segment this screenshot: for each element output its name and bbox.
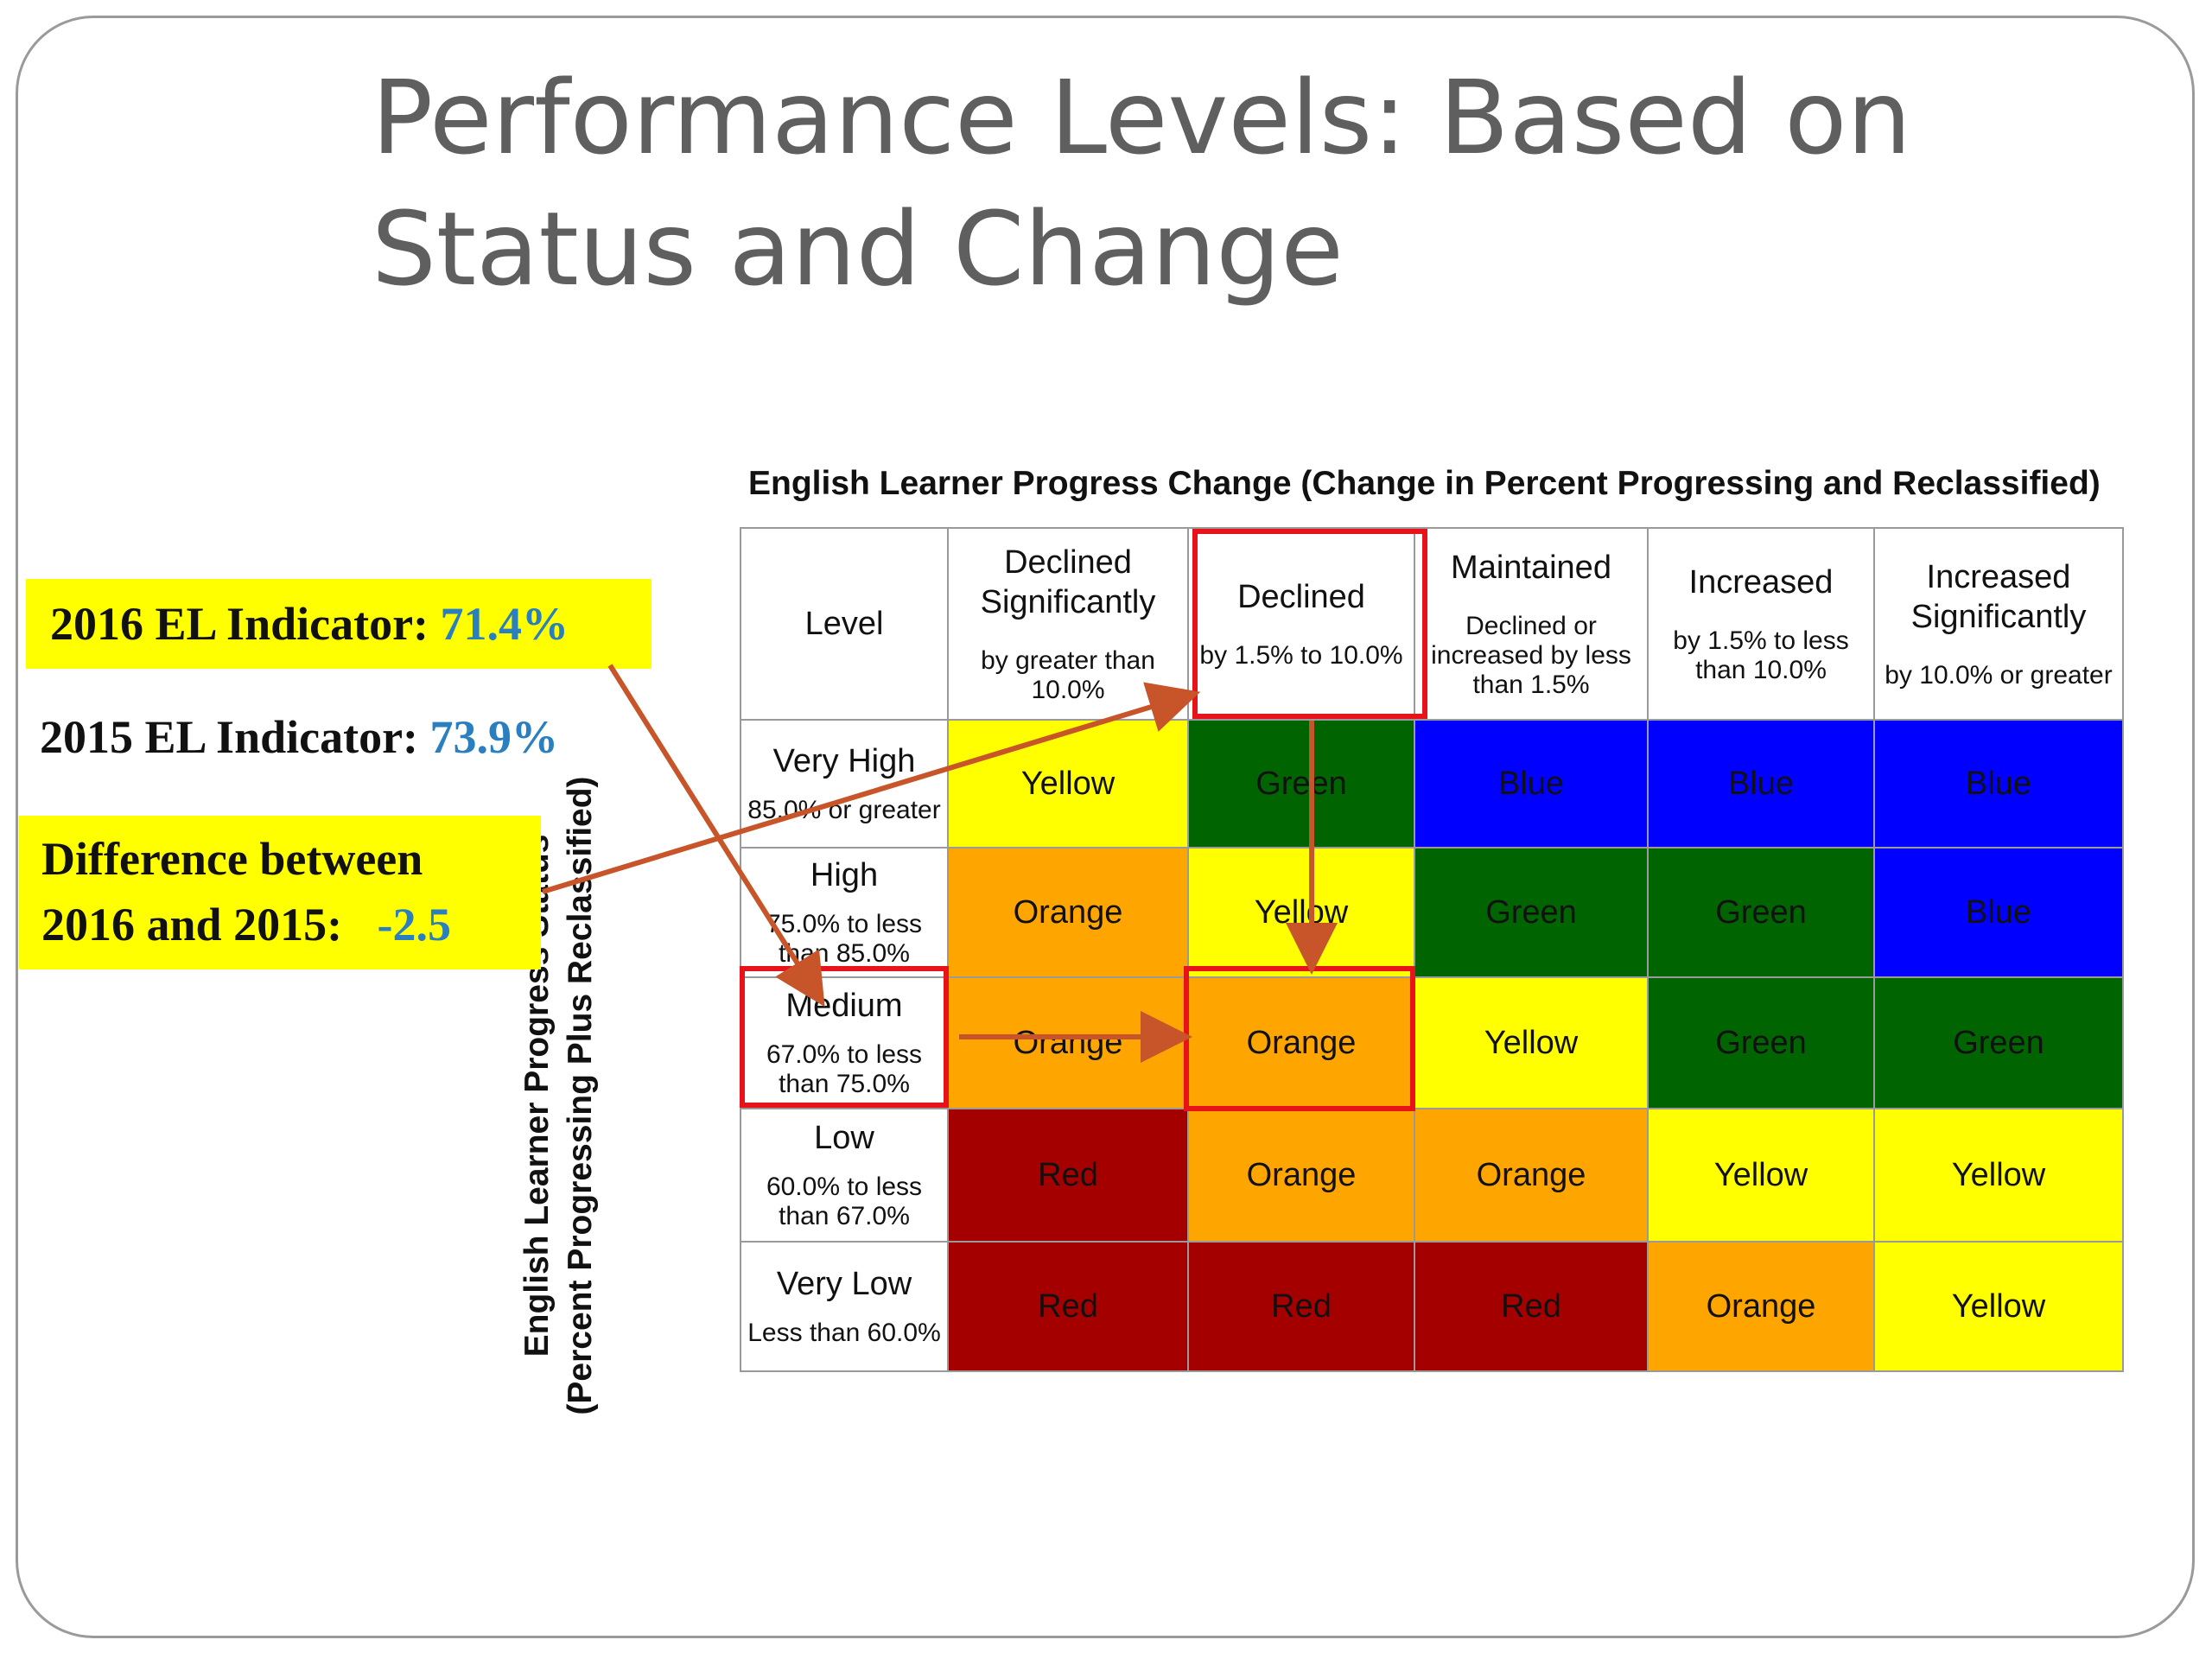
matrix-cell: Orange — [1414, 1108, 1649, 1243]
col-header: Maintained Declined or increased by less … — [1414, 527, 1649, 721]
performance-matrix: Level Declined Significantly by greater t… — [740, 527, 2124, 1372]
matrix-cell: Yellow — [1187, 847, 1415, 978]
col-header: Increased Significantly by 10.0% or great… — [1873, 527, 2124, 721]
matrix-cell: Orange — [1187, 1108, 1415, 1243]
matrix-cell: Blue — [1647, 719, 1875, 849]
slide-title-line2: Status and Change — [372, 189, 1344, 308]
matrix-cell: Green — [1647, 976, 1875, 1109]
matrix-caption: English Learner Progress Change (Change … — [748, 465, 2101, 502]
matrix-cell: Red — [1187, 1241, 1415, 1372]
col-header: Declined by 1.5% to 10.0% — [1187, 527, 1415, 721]
matrix-row: High 75.0% to less than 85.0% Orange Yellow… — [740, 847, 2124, 978]
matrix-cell: Green — [1647, 847, 1875, 978]
matrix-cell: Green — [1414, 847, 1649, 978]
level-header: Level — [740, 527, 949, 721]
matrix-cell: Yellow — [1873, 1108, 2124, 1243]
arrow-2016-to-medium — [607, 664, 825, 1007]
col-header: Increased by 1.5% to less than 10.0% — [1647, 527, 1875, 721]
callout-2015-indicator: 2015 EL Indicator: 73.9% — [40, 709, 662, 766]
row-level-label: Very Low Less than 60.0% — [740, 1241, 949, 1372]
highlight-declined-column — [1192, 529, 1427, 719]
slide-title: Performance Levels: Based on Status and … — [372, 52, 2013, 315]
matrix-cell: Blue — [1873, 719, 2124, 849]
callout-difference: Difference between 2016 and 2015: -2.5 — [19, 816, 541, 969]
matrix-cell: Orange — [1647, 1241, 1875, 1372]
callout-2016-indicator: 2016 EL Indicator: 71.4% — [26, 579, 652, 669]
row-level-label: Low 60.0% to less than 67.0% — [740, 1108, 949, 1243]
highlight-medium-row — [740, 966, 949, 1108]
matrix-cell: Yellow — [947, 719, 1189, 849]
matrix-cell: Red — [947, 1108, 1189, 1243]
callout-2015-label: 2015 EL Indicator: — [40, 711, 419, 763]
callout-difference-line2: 2016 and 2015: -2.5 — [41, 899, 452, 950]
matrix-cell: Yellow — [1414, 976, 1649, 1109]
slide-title-line1: Performance Levels: Based on — [372, 58, 1912, 177]
row-level-label: High 75.0% to less than 85.0% — [740, 847, 949, 978]
matrix-cell: Blue — [1414, 719, 1649, 849]
matrix-cell: Red — [947, 1241, 1189, 1372]
matrix-cell: Orange — [1187, 976, 1415, 1109]
arrow-difference-to-declined — [542, 682, 1201, 894]
callout-difference-value: -2.5 — [377, 899, 452, 950]
matrix-cell: Green — [1873, 976, 2124, 1109]
slide-frame — [16, 16, 2195, 1638]
matrix-cell: Orange — [947, 847, 1189, 978]
callout-2016-value: 71.4% — [440, 598, 569, 650]
matrix-cell: Yellow — [1647, 1108, 1875, 1243]
callout-2016-label: 2016 EL Indicator: — [50, 598, 429, 650]
callout-difference-line1: Difference between — [41, 833, 423, 885]
matrix-cell: Yellow — [1873, 1241, 2124, 1372]
matrix-row: Very Low Less than 60.0% Red Red Red Orange Ye… — [740, 1241, 2124, 1372]
matrix-cell: Red — [1414, 1241, 1649, 1372]
matrix-row: Very High 85.0% or greater Yellow Green Blue… — [740, 719, 2124, 849]
matrix-cell: Green — [1187, 719, 1415, 849]
matrix-row: Medium 67.0% to less than 75.0% Orange Oran… — [740, 976, 2124, 1109]
matrix-cell: Blue — [1873, 847, 2124, 978]
matrix-row: Low 60.0% to less than 67.0% Red Orange Oran… — [740, 1108, 2124, 1243]
callout-2015-value: 73.9% — [429, 711, 559, 763]
